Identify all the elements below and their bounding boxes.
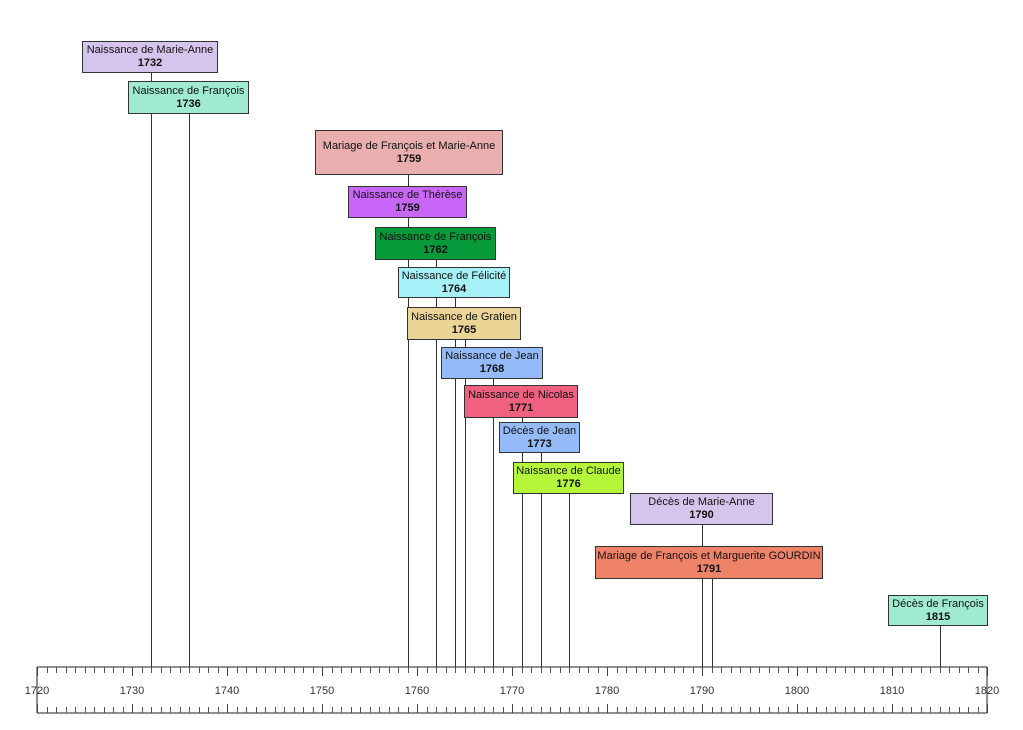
event-year: 1764 [441, 282, 467, 295]
event-box-marriage-francois-marie-anne[interactable]: Mariage de François et Marie-Anne 1759 [315, 130, 503, 175]
event-box-birth-felicite[interactable]: Naissance de Félicité 1764 [398, 267, 510, 298]
tick-label: 1760 [405, 685, 429, 697]
tick-label: 1770 [500, 685, 524, 697]
tick-label: 1790 [690, 685, 714, 697]
event-year: 1773 [527, 437, 552, 450]
event-label: Mariage de François et Marguerite GOURDI… [597, 549, 821, 562]
event-year: 1762 [423, 243, 448, 256]
event-box-death-jean[interactable]: Décès de Jean 1773 [499, 422, 580, 453]
event-year: 1759 [396, 152, 422, 165]
event-label: Décès de François [892, 597, 984, 610]
event-box-birth-gratien[interactable]: Naissance de Gratien 1765 [407, 307, 521, 340]
tick-label: 1730 [120, 685, 144, 697]
tick-label: 1820 [975, 685, 999, 697]
event-year: 1732 [137, 57, 163, 69]
event-year: 1768 [479, 363, 505, 375]
event-label: Naissance de Marie-Anne [86, 44, 214, 56]
axis-tick-labels: 1720 1730 1740 1750 1760 1770 1780 1790 … [25, 685, 999, 697]
event-box-birth-jean[interactable]: Naissance de Jean 1768 [441, 347, 543, 379]
event-box-marriage-francois-marguerite[interactable]: Mariage de François et Marguerite GOURDI… [595, 546, 823, 579]
event-box-death-marie-anne[interactable]: Décès de Marie-Anne 1790 [630, 493, 773, 525]
event-label: Naissance de Thérèse [352, 189, 463, 201]
event-box-birth-nicolas[interactable]: Naissance de Nicolas 1771 [464, 385, 578, 418]
event-year: 1815 [925, 610, 951, 623]
event-label: Naissance de Gratien [411, 310, 517, 323]
axis-ticks [37, 667, 988, 713]
event-year: 1790 [689, 509, 714, 521]
timeline-axis: 1720 1730 1740 1750 1760 1770 1780 1790 … [25, 666, 999, 714]
event-box-birth-francois-1762[interactable]: Naissance de François 1762 [375, 227, 496, 260]
event-label: Décès de Jean [502, 424, 577, 437]
event-label: Naissance de Félicité [401, 269, 507, 282]
event-box-birth-therese[interactable]: Naissance de Thérèse 1759 [348, 186, 467, 218]
event-year: 1759 [395, 202, 420, 214]
event-label: Mariage de François et Marie-Anne [322, 139, 496, 152]
event-label: Décès de Marie-Anne [648, 496, 755, 508]
event-label: Naissance de François [379, 230, 492, 243]
tick-label: 1780 [595, 685, 619, 697]
event-label: Naissance de Claude [516, 465, 621, 477]
event-year: 1765 [451, 323, 477, 336]
event-label: Naissance de François [132, 84, 245, 97]
event-box-birth-marie-anne[interactable]: Naissance de Marie-Anne 1732 [82, 41, 218, 73]
event-year: 1736 [176, 97, 201, 110]
event-box-birth-francois[interactable]: Naissance de François 1736 [128, 81, 249, 114]
event-year: 1791 [696, 562, 722, 575]
event-box-death-francois[interactable]: Décès de François 1815 [888, 595, 988, 626]
event-year: 1776 [556, 478, 581, 490]
tick-label: 1800 [785, 685, 809, 697]
tick-label: 1720 [25, 685, 49, 697]
event-label: Naissance de Jean [445, 350, 539, 362]
tick-label: 1810 [880, 685, 904, 697]
tick-label: 1740 [215, 685, 239, 697]
tick-label: 1750 [310, 685, 334, 697]
event-year: 1771 [508, 401, 534, 414]
event-label: Naissance de Nicolas [468, 388, 574, 401]
event-box-birth-claude[interactable]: Naissance de Claude 1776 [513, 462, 624, 494]
